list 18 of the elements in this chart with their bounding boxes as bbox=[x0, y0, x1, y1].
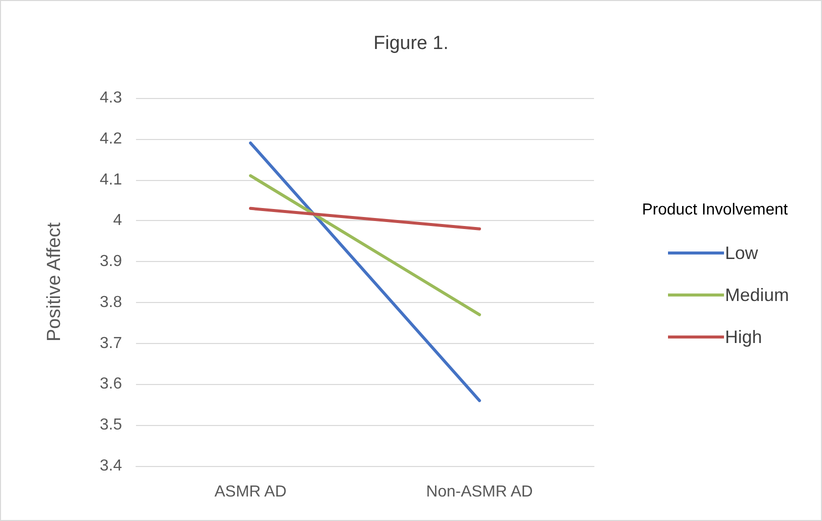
y-tick-label: 3.5 bbox=[100, 416, 122, 434]
y-tick-label: 3.8 bbox=[100, 294, 122, 311]
x-tick-label: Non-ASMR AD bbox=[426, 484, 533, 500]
x-tick-label: ASMR AD bbox=[214, 484, 287, 500]
y-tick-label: 4 bbox=[113, 212, 122, 230]
legend-label: Medium bbox=[725, 285, 790, 305]
y-tick-label: 3.9 bbox=[100, 253, 122, 270]
y-tick-label: 3.7 bbox=[100, 334, 122, 352]
y-tick-label: 4.3 bbox=[100, 90, 122, 106]
legend-label: Low bbox=[725, 243, 760, 263]
y-tick-label: 3.6 bbox=[100, 376, 122, 393]
chart-title: Figure 1. bbox=[374, 33, 448, 54]
y-tick-label: 4.1 bbox=[100, 171, 122, 188]
y-axis-title: Positive Affect bbox=[44, 222, 65, 342]
legend-label: High bbox=[725, 327, 762, 347]
y-tick-label: 4.2 bbox=[100, 130, 122, 148]
legend-title: Product Involvement bbox=[642, 202, 788, 218]
y-tick-label: 3.4 bbox=[100, 458, 122, 474]
